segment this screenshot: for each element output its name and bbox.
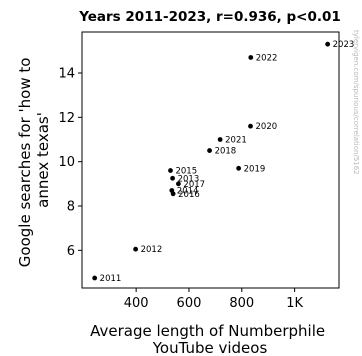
data-point-label: 2012	[141, 245, 163, 255]
data-point-label: 2020	[256, 122, 278, 132]
chart-title: Years 2011-2023, r=0.936, p<0.01	[78, 9, 341, 25]
x-tick-label: 400	[124, 296, 149, 311]
data-point-label: 2015	[175, 167, 197, 177]
data-point	[170, 175, 175, 181]
y-tick-label: 8	[67, 199, 75, 214]
data-point-label: 2021	[225, 135, 247, 145]
y-tick-label: 6	[67, 244, 75, 259]
data-point-label: 2016	[178, 190, 200, 200]
y-tick-label: 12	[58, 111, 75, 126]
data-point	[248, 55, 254, 60]
x-axis-label: Average length of Numberphile YouTube vi…	[90, 322, 330, 356]
data-point	[207, 148, 212, 153]
watermark: tylervigen.com/spurious/correlation/5162	[352, 30, 360, 175]
data-point	[170, 191, 176, 197]
data-point	[176, 181, 181, 187]
y-tick-label: 14	[58, 67, 75, 82]
y-axis-label-line-2: annex texas'	[34, 112, 52, 208]
data-point-label: 2019	[244, 164, 266, 174]
data-point-label: 2013	[178, 174, 200, 184]
plot-area-frame	[81, 31, 340, 289]
data-point	[325, 41, 331, 47]
x-tick-label: 1K	[286, 296, 303, 311]
x-tick-label: 800	[229, 296, 254, 311]
data-point-label: 2011	[100, 274, 122, 284]
x-axis-label-line-2: YouTube videos	[152, 339, 268, 356]
data-point	[133, 246, 139, 252]
data-point	[92, 275, 98, 281]
x-tick-label: 600	[177, 296, 202, 311]
x-axis-label-line-1: Average length of Numberphile	[90, 322, 325, 340]
data-point	[248, 123, 253, 129]
x-axis: 400 600 800 1K	[124, 288, 303, 311]
data-point-label: 2022	[256, 53, 278, 63]
data-point	[217, 137, 223, 142]
y-axis: 6 8 10 12 14	[58, 67, 82, 259]
data-point-label: 2014	[177, 186, 199, 196]
data-point-label: 2018	[215, 147, 237, 157]
data-point-label: 2023	[333, 40, 355, 50]
data-point	[168, 168, 173, 173]
data-point	[236, 165, 242, 171]
y-axis-label: Google searches for 'how to annex texas'	[16, 53, 52, 267]
data-point-label: 2017	[183, 180, 205, 190]
y-tick-label: 10	[58, 155, 75, 170]
y-axis-label-line-1: Google searches for 'how to	[16, 58, 34, 268]
